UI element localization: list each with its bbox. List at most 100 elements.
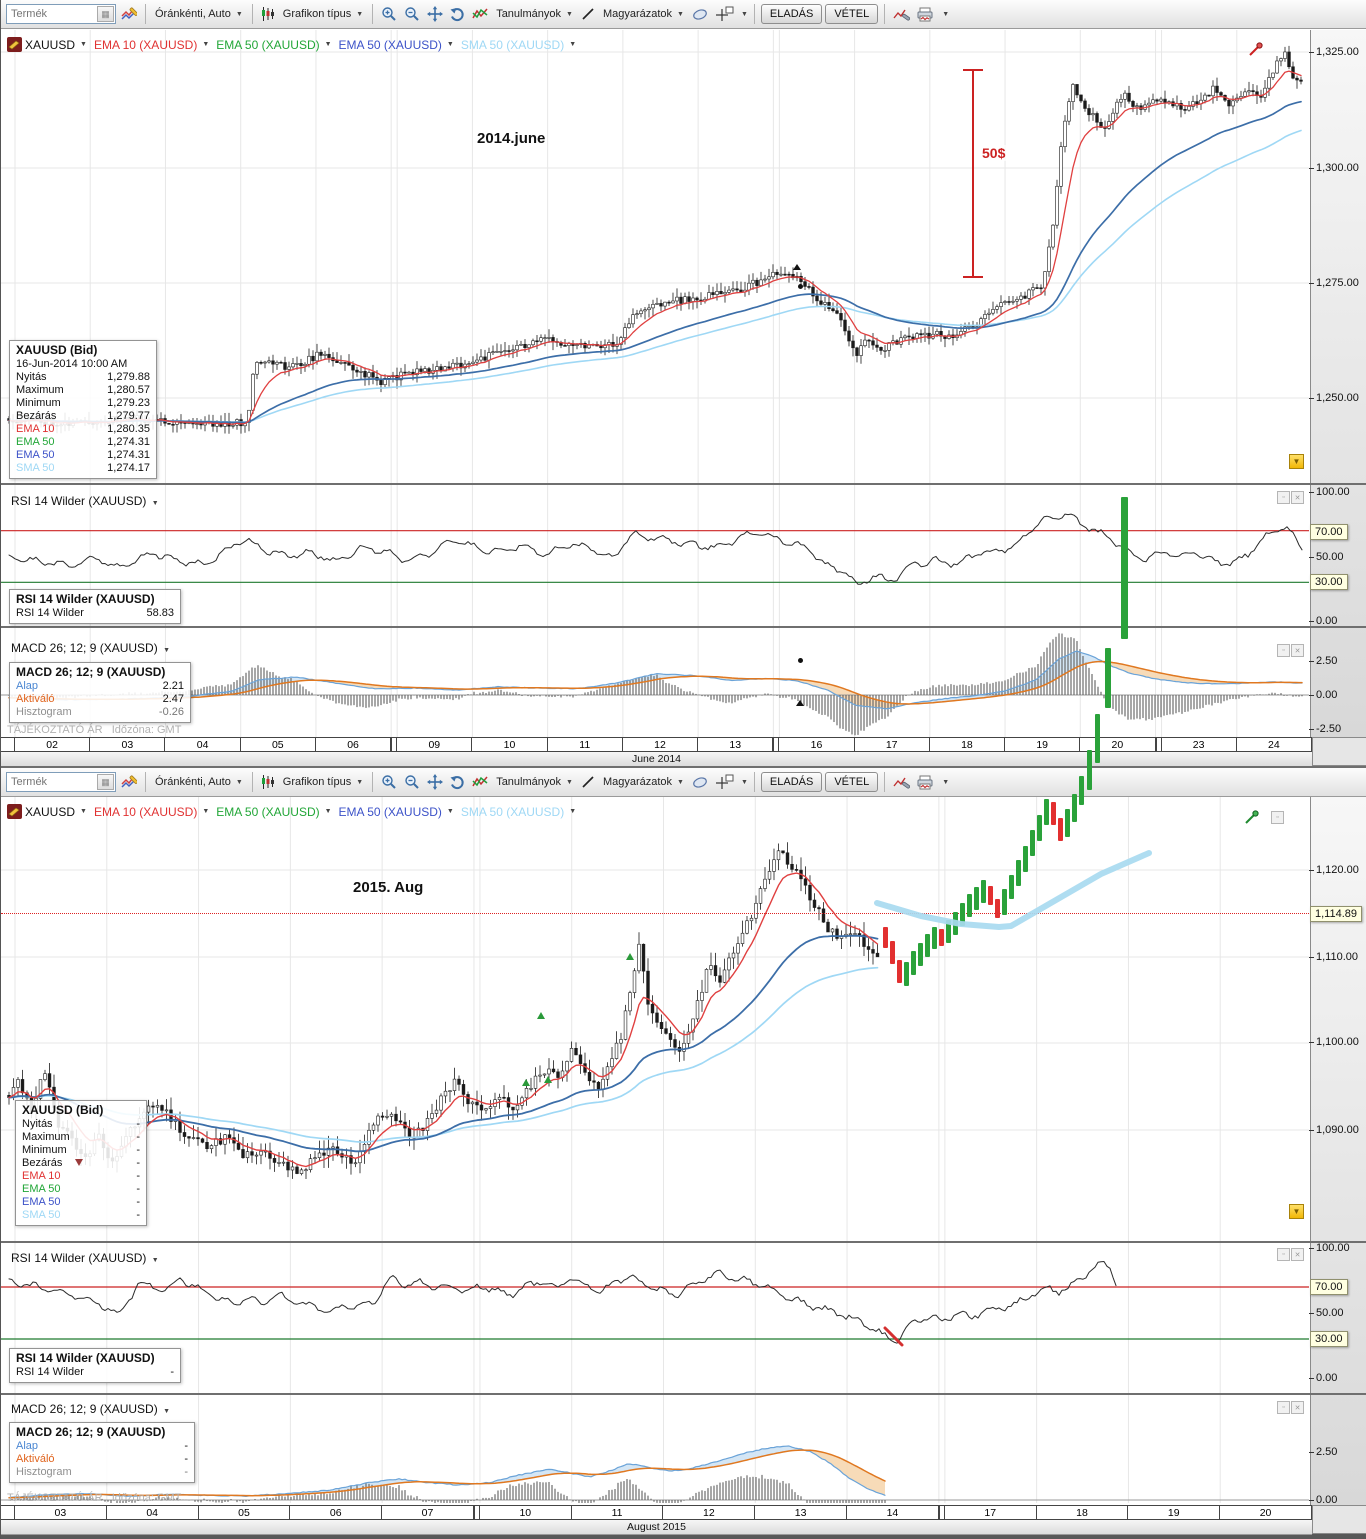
drawn-candle[interactable] [995, 899, 1000, 918]
collapse-panel-icon[interactable]: ▫ [1277, 1401, 1290, 1414]
rsi-panel-june2014[interactable] [1, 485, 1309, 626]
macd-panel-aug2015[interactable] [1, 1395, 1309, 1503]
collapse-panel-icon[interactable]: ▫ [1277, 1248, 1290, 1261]
chart-tools-icon[interactable] [891, 774, 912, 791]
product-list-icon[interactable]: ▦ [97, 774, 114, 790]
drawn-candle[interactable] [974, 887, 979, 910]
interval-dropdown[interactable]: Óránkénti, Auto ▼ [155, 776, 243, 788]
panel-option-icon[interactable]: ▫ [1271, 811, 1284, 824]
drawn-line-segment[interactable] [1105, 648, 1111, 708]
buy-button[interactable]: VÉTEL [825, 4, 879, 24]
print-icon[interactable] [915, 6, 937, 23]
pan-icon[interactable] [425, 773, 445, 791]
drawn-candle[interactable] [1079, 776, 1084, 805]
date-axis-bottom[interactable]: 03 04 05 06 07 10 11 12 13 14 17 18 19 20 [1, 1505, 1312, 1520]
envelope-icon[interactable]: ▼ [1289, 454, 1304, 469]
legend-indicator[interactable]: EMA 50 (XAUUSD) ▼ [338, 804, 454, 819]
annotations-dropdown[interactable]: Magyarázatok ▼ [602, 8, 684, 20]
eraser-icon[interactable] [690, 775, 710, 790]
macd-header-top[interactable]: MACD 26; 12; 9 (XAUUSD) ▼ [11, 641, 170, 655]
crosshair-icon[interactable] [713, 773, 736, 791]
product-search-input[interactable] [6, 772, 116, 792]
studies-dropdown[interactable]: Tanulmányok ▼ [496, 776, 573, 788]
drawn-candle[interactable] [981, 880, 986, 903]
chart-settings-icon[interactable] [119, 773, 139, 791]
legend-indicator[interactable]: EMA 50 (XAUUSD) ▼ [338, 37, 454, 52]
trendline-icon[interactable] [579, 774, 597, 790]
pin-icon[interactable] [1248, 42, 1263, 57]
drawn-candle[interactable] [1016, 860, 1021, 886]
zoom-out-icon[interactable] [402, 773, 422, 791]
legend-indicator[interactable]: SMA 50 (XAUUSD) ▼ [460, 804, 577, 819]
rsi-header-top[interactable]: RSI 14 Wilder (XAUUSD) ▼ [11, 494, 159, 508]
drawn-candle[interactable] [932, 927, 937, 949]
studies-dropdown[interactable]: Tanulmányok ▼ [496, 8, 573, 20]
drawn-candle[interactable] [1044, 799, 1049, 825]
macd-header-bottom[interactable]: MACD 26; 12; 9 (XAUUSD) ▼ [11, 1402, 170, 1416]
eraser-icon[interactable] [690, 7, 710, 22]
zoom-in-icon[interactable] [379, 5, 399, 23]
chart-type-dropdown[interactable]: Grafikon típus ▼ [282, 8, 364, 20]
drawn-candle[interactable] [890, 941, 895, 964]
drawn-candle[interactable] [1009, 875, 1014, 899]
studies-icon[interactable] [470, 774, 490, 790]
chart-settings-icon[interactable] [119, 5, 139, 23]
zoom-out-icon[interactable] [402, 5, 422, 23]
studies-icon[interactable] [470, 6, 490, 22]
price-chart-aug2015[interactable] [1, 797, 1309, 1241]
legend-indicator[interactable]: SMA 50 (XAUUSD) ▼ [460, 37, 577, 52]
legend-symbol[interactable]: XAUUSD ▼ [7, 804, 87, 819]
candlestick-icon[interactable] [259, 5, 277, 23]
print-icon[interactable] [915, 774, 937, 791]
pan-icon[interactable] [425, 5, 445, 23]
legend-indicator[interactable]: EMA 10 (XAUUSD) ▼ [93, 37, 210, 52]
drawn-candle[interactable] [939, 929, 944, 946]
drawn-candle[interactable] [925, 934, 930, 957]
drawn-candle[interactable] [1051, 802, 1056, 825]
legend-indicator[interactable]: EMA 50 (XAUUSD) ▼ [216, 804, 332, 819]
undo-icon[interactable] [448, 774, 467, 791]
collapse-panel-icon[interactable]: ▫ [1277, 644, 1290, 657]
close-panel-icon[interactable]: ✕ [1291, 491, 1304, 504]
sell-button[interactable]: ELADÁS [760, 772, 823, 792]
close-panel-icon[interactable]: ✕ [1291, 644, 1304, 657]
undo-icon[interactable] [448, 6, 467, 23]
drawn-candle[interactable] [1065, 809, 1070, 837]
product-search-input[interactable] [6, 4, 116, 24]
close-panel-icon[interactable]: ✕ [1291, 1401, 1304, 1414]
drawn-candle[interactable] [1072, 794, 1077, 822]
legend-indicator[interactable]: EMA 10 (XAUUSD) ▼ [93, 804, 210, 819]
chart-type-dropdown[interactable]: Grafikon típus ▼ [282, 776, 364, 788]
drawn-candle[interactable] [1023, 846, 1028, 872]
date-axis-top[interactable]: 02 03 04 05 06 09 10 11 12 13 16 17 18 19 20 23 24 [1, 737, 1312, 752]
legend-indicator[interactable]: EMA 50 (XAUUSD) ▼ [216, 37, 332, 52]
drawn-candle[interactable] [946, 920, 951, 943]
drawn-candle[interactable] [967, 894, 972, 917]
zoom-in-icon[interactable] [379, 773, 399, 791]
pin-icon[interactable] [1244, 810, 1259, 825]
rsi-panel-aug2015[interactable] [1, 1243, 1309, 1393]
trendline-icon[interactable] [579, 6, 597, 22]
crosshair-icon[interactable] [713, 5, 736, 23]
macd-panel-june2014[interactable] [1, 628, 1309, 737]
price-chart-june2014[interactable] [1, 30, 1309, 483]
drawn-candle[interactable] [897, 960, 902, 983]
drawn-candle[interactable] [883, 927, 888, 948]
drawn-candle[interactable] [918, 943, 923, 966]
drawn-candle[interactable] [953, 912, 958, 935]
legend-symbol[interactable]: XAUUSD ▼ [7, 37, 87, 52]
measure-line[interactable] [972, 70, 974, 278]
drawn-candle[interactable] [904, 962, 909, 986]
drawn-candle[interactable] [988, 886, 993, 905]
drawn-candle[interactable] [960, 903, 965, 926]
drawn-candle[interactable] [911, 951, 916, 975]
sell-button[interactable]: ELADÁS [760, 4, 823, 24]
drawn-candle[interactable] [1095, 714, 1100, 763]
drawn-candle[interactable] [1030, 830, 1035, 856]
interval-dropdown[interactable]: Óránkénti, Auto ▼ [155, 8, 243, 20]
drawn-candle[interactable] [1037, 815, 1042, 841]
annotations-dropdown[interactable]: Magyarázatok ▼ [602, 776, 684, 788]
buy-button[interactable]: VÉTEL [825, 772, 879, 792]
collapse-panel-icon[interactable]: ▫ [1277, 491, 1290, 504]
rsi-header-bottom[interactable]: RSI 14 Wilder (XAUUSD) ▼ [11, 1251, 159, 1265]
